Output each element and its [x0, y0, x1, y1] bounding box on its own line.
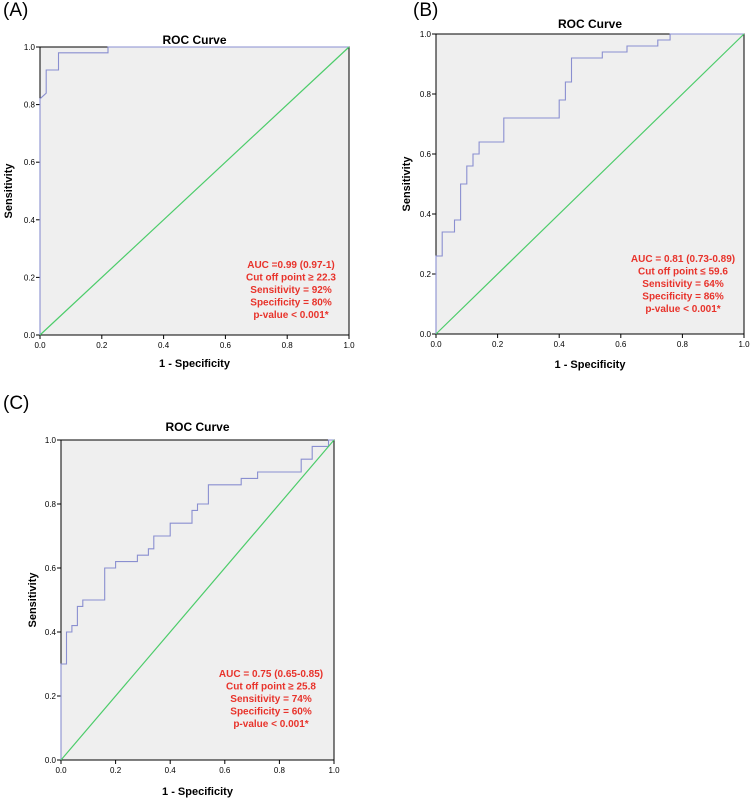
y-tick-label: 0.4: [45, 628, 57, 637]
x-axis-label: 1 - Specificity: [555, 359, 627, 371]
x-tick-label: 0.2: [110, 766, 122, 775]
stats-annotation: AUC = 0.81 (0.73-0.89): [631, 254, 735, 265]
y-tick-label: 0.8: [24, 101, 36, 110]
x-tick-label: 1.0: [328, 766, 340, 775]
y-tick-label: 0.2: [45, 692, 57, 701]
x-tick-label: 0.4: [554, 340, 566, 349]
stats-annotation: Specificity = 60%: [230, 707, 312, 718]
stats-annotation: Cut off point ≥ 22.3: [246, 273, 336, 284]
chart-3: ROC Curve 0.0 0.2 0.4 0.6 0.8 1.0 0.0 0.2 0.4 0.6 0…: [27, 420, 340, 798]
stats-annotation: Sensitivity = 74%: [230, 694, 312, 705]
y-axis-label: Sensitivity: [401, 156, 413, 212]
y-tick-label: 0.2: [24, 273, 36, 282]
y-tick-label: 0.0: [45, 756, 57, 765]
y-axis-label: Sensitivity: [3, 163, 15, 219]
y-tick-label: 0.0: [420, 330, 432, 339]
y-tick-label: 0.4: [420, 210, 432, 219]
x-tick-label: 0.6: [615, 340, 627, 349]
x-tick-label: 0.4: [158, 341, 170, 350]
y-tick-label: 0.6: [45, 564, 57, 573]
panel-label-a: (A): [3, 0, 29, 21]
x-tick-label: 0.2: [492, 340, 504, 349]
x-axis-label: 1 - Specificity: [162, 786, 234, 798]
x-tick-label: 1.0: [343, 341, 355, 350]
y-tick-label: 0.2: [420, 270, 432, 279]
chart-title: ROC Curve: [162, 33, 226, 47]
y-tick-label: 0.8: [45, 500, 57, 509]
chart-2: ROC Curve 0.0 0.2 0.4 0.6 0.8 1.0 0.0 0.2 0.4 0.6 0…: [401, 17, 750, 371]
y-tick-label: 0.8: [420, 90, 432, 99]
stats-annotation: p-value < 0.001*: [645, 304, 720, 315]
stats-annotation: p-value < 0.001*: [253, 310, 328, 321]
x-tick-label: 0.0: [34, 341, 46, 350]
y-tick-label: 1.0: [420, 30, 432, 39]
y-tick-label: 0.0: [24, 331, 36, 340]
stats-annotation: AUC =0.99 (0.97-1): [247, 260, 335, 271]
y-tick-label: 0.6: [24, 158, 36, 167]
stats-annotation: p-value < 0.001*: [233, 719, 308, 730]
roc-curve: [60, 439, 334, 760]
x-tick-label: 0.6: [220, 341, 232, 350]
stats-annotation: Cut off point ≥ 25.8: [226, 682, 316, 693]
x-tick-label: 0.8: [274, 766, 286, 775]
x-tick-label: 0.8: [282, 341, 294, 350]
stats-annotation: Sensitivity = 92%: [250, 285, 332, 296]
panel-label-c: (C): [3, 393, 30, 414]
x-axis-label: 1 - Specificity: [159, 358, 231, 370]
y-axis-label: Sensitivity: [27, 572, 39, 628]
y-tick-label: 1.0: [24, 43, 36, 52]
x-tick-label: 1.0: [738, 340, 750, 349]
roc-curve: [435, 33, 744, 334]
stats-annotation: Cut off point ≤ 59.6: [638, 267, 728, 278]
chart-title: ROC Curve: [165, 420, 229, 434]
reference-line: [60, 439, 335, 761]
stats-annotation: Sensitivity = 64%: [642, 279, 724, 290]
stats-annotation: Specificity = 86%: [642, 292, 724, 303]
panel-label-b: (B): [413, 0, 439, 21]
reference-line: [39, 46, 350, 336]
x-tick-label: 0.2: [96, 341, 108, 350]
x-tick-label: 0.6: [219, 766, 231, 775]
chart-1: ROC Curve 0.0 0.2 0.4 0.6 0.8 1.0 0.0 0.2 0.4 0.6 0…: [3, 33, 355, 370]
x-tick-label: 0.0: [430, 340, 442, 349]
y-tick-label: 1.0: [45, 436, 57, 445]
x-tick-label: 0.0: [55, 766, 67, 775]
x-tick-label: 0.4: [165, 766, 177, 775]
roc-curve: [39, 46, 349, 335]
y-tick-label: 0.4: [24, 216, 36, 225]
stats-annotation: AUC = 0.75 (0.65-0.85): [219, 669, 323, 680]
stats-annotation: Specificity = 80%: [250, 298, 332, 309]
y-tick-label: 0.6: [420, 150, 432, 159]
reference-line: [435, 33, 745, 335]
chart-title: ROC Curve: [558, 17, 622, 31]
x-tick-label: 0.8: [677, 340, 689, 349]
